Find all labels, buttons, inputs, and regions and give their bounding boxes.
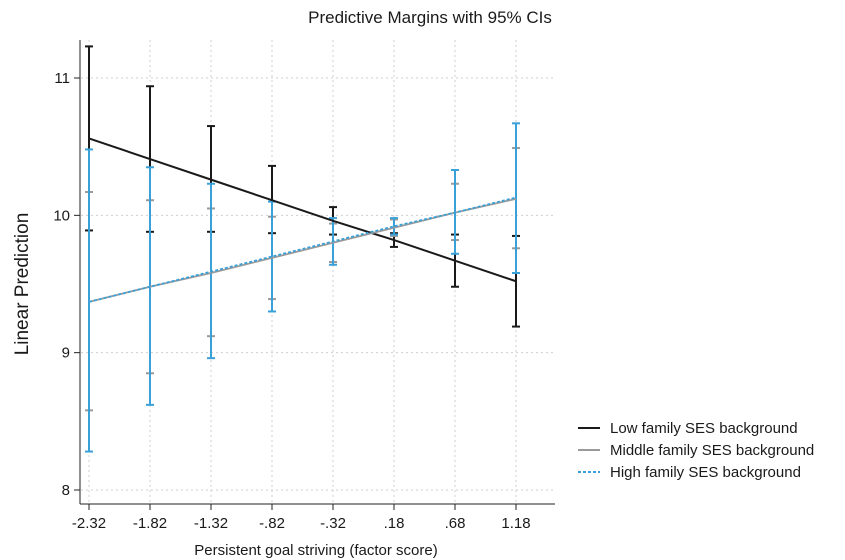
series: [85, 45, 520, 453]
legend: Low family SES background Middle family S…: [578, 420, 814, 481]
x-tick-label: -2.32: [72, 515, 106, 532]
x-tick-label: .68: [445, 515, 466, 532]
legend-label: Low family SES background: [610, 420, 798, 437]
y-tick-label: 8: [62, 482, 70, 499]
x-tick-label: -1.32: [194, 515, 228, 532]
y-tick-label: 11: [54, 70, 70, 87]
y-tick-label: 9: [62, 345, 70, 362]
grid: [81, 40, 555, 504]
legend-label: High family SES background: [610, 464, 801, 481]
legend-label: Middle family SES background: [610, 442, 814, 459]
x-tick-label: -.82: [259, 515, 285, 532]
x-tick-label: -1.82: [133, 515, 167, 532]
y-tick-label: 10: [53, 207, 70, 224]
x-tick-label: -.32: [320, 515, 346, 532]
chart-title: Predictive Margins with 95% CIs: [308, 8, 552, 27]
y-axis-label: Linear Prediction: [12, 213, 33, 356]
x-tick-label: .18: [384, 515, 405, 532]
x-tick-label: 1.18: [501, 515, 530, 532]
series-3: [85, 122, 520, 453]
axes: 8 9 10 11 -2.32 -1.82 -1.32 -.82 -.32 .18 .68 1.18: [53, 40, 555, 532]
series-line-3: [88, 196, 517, 303]
series-line-1: [88, 137, 517, 283]
x-axis-label: Persistent goal striving (factor score): [194, 542, 437, 559]
